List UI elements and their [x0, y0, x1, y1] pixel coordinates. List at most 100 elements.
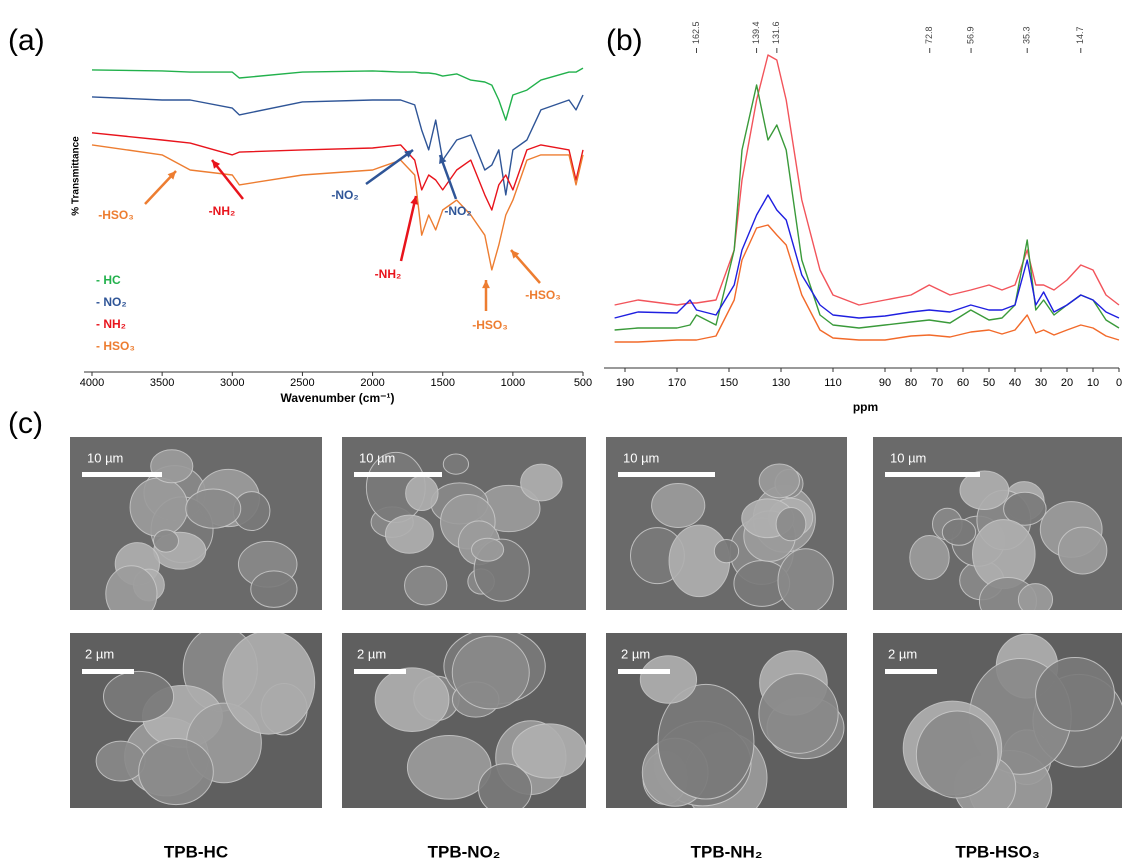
particle [915, 710, 999, 799]
x-tick-label: 4000 [80, 377, 104, 389]
y-axis-label: % Transmittance [71, 136, 82, 216]
x-axis-label: Wavenumber (cm⁻¹) [281, 391, 395, 405]
x-tick-label: 80 [905, 377, 917, 389]
x-tick-label: 130 [772, 377, 790, 389]
annotation: -HSO₃ [472, 318, 508, 332]
sem-image [70, 633, 322, 808]
x-tick-label: 90 [879, 377, 891, 389]
annotation: -NO₂ [444, 204, 471, 218]
arrow-head [167, 171, 176, 180]
sem-image [606, 437, 847, 610]
particle [511, 723, 586, 779]
sem-image [342, 633, 586, 808]
particle [520, 463, 563, 502]
particle [404, 565, 448, 606]
particle [95, 740, 146, 782]
particle [1003, 491, 1047, 526]
particle [909, 534, 950, 580]
particle [651, 483, 706, 528]
x-tick-label: 3000 [220, 377, 244, 389]
sample-label: TPB-HC [164, 842, 228, 861]
x-axis-label: ppm [853, 400, 878, 414]
x-tick-label: 50 [983, 377, 995, 389]
peak-label: 56.9 [965, 26, 975, 44]
particle [478, 763, 533, 808]
particle [153, 529, 179, 553]
sem-image [873, 633, 1122, 808]
particle [1035, 656, 1115, 732]
particle [758, 673, 839, 754]
annotation: -NO₂ [331, 188, 358, 202]
spectrum-line [91, 144, 584, 271]
particle [777, 548, 834, 610]
annotation-arrow [211, 159, 244, 200]
sem-image [873, 437, 1122, 610]
x-tick-label: 190 [616, 377, 634, 389]
particle [129, 477, 189, 537]
particle [250, 570, 298, 608]
legend-entry: - NH₂ [96, 317, 126, 331]
scale-bar-label: 2 µm [621, 646, 650, 661]
x-tick-label: 30 [1035, 377, 1047, 389]
particle [138, 737, 214, 806]
sample-label: TPB-HSO₃ [955, 842, 1039, 861]
particle [384, 514, 434, 554]
particle [1017, 583, 1054, 610]
x-tick-label: 110 [824, 377, 842, 389]
particle [222, 633, 316, 735]
particle [959, 470, 1010, 510]
arrow-head [482, 280, 490, 289]
x-tick-label: 0 [1116, 377, 1122, 389]
scale-bar [82, 472, 162, 477]
peak-label: 139.4 [751, 21, 761, 44]
spectrum-line [91, 67, 584, 121]
particle [451, 635, 530, 710]
scale-bar-label: 2 µm [888, 646, 917, 661]
peak-label: 72.8 [924, 26, 934, 44]
x-tick-label: 70 [931, 377, 943, 389]
particle [470, 537, 505, 562]
annotation-arrow [365, 148, 414, 186]
particle [185, 488, 242, 529]
scale-bar-label: 10 µm [87, 450, 123, 465]
x-tick-label: 170 [668, 377, 686, 389]
x-tick-label: 1500 [430, 377, 454, 389]
scale-bar-label: 2 µm [357, 646, 386, 661]
spectrum-line [614, 54, 1120, 306]
particle [150, 449, 194, 484]
scale-bar [618, 472, 715, 477]
annotation: -HSO₃ [525, 288, 561, 302]
arrow-head [439, 155, 447, 164]
x-tick-label: 10 [1087, 377, 1099, 389]
x-tick-label: 2000 [360, 377, 384, 389]
annotation: -HSO₃ [98, 208, 134, 222]
sem-image [342, 437, 586, 610]
scale-bar-label: 10 µm [359, 450, 395, 465]
particle [713, 539, 740, 564]
scale-bar [82, 669, 134, 674]
panel-label: (a) [8, 24, 45, 57]
scale-bar [885, 669, 937, 674]
arrow-head [410, 196, 418, 205]
legend-entry: - HSO₃ [96, 339, 135, 353]
particle [105, 565, 158, 610]
x-tick-label: 150 [720, 377, 738, 389]
annotation-arrow [399, 195, 418, 262]
sample-label: TPB-NH₂ [691, 842, 763, 861]
panel-label: (b) [606, 24, 643, 57]
particle [758, 463, 800, 499]
particle [657, 683, 755, 800]
spectrum-line [614, 84, 1120, 331]
scale-bar-label: 10 µm [623, 450, 659, 465]
peak-label: 35.3 [1022, 26, 1032, 44]
spectrum-line [614, 224, 1120, 343]
spectrum-line [91, 132, 584, 211]
peak-label: 131.6 [771, 21, 781, 44]
peak-label: 14.7 [1075, 26, 1085, 44]
particle [775, 506, 807, 542]
x-tick-label: 40 [1009, 377, 1021, 389]
annotation: -NH₂ [209, 204, 236, 218]
particle [102, 670, 175, 723]
scale-bar-label: 10 µm [890, 450, 926, 465]
